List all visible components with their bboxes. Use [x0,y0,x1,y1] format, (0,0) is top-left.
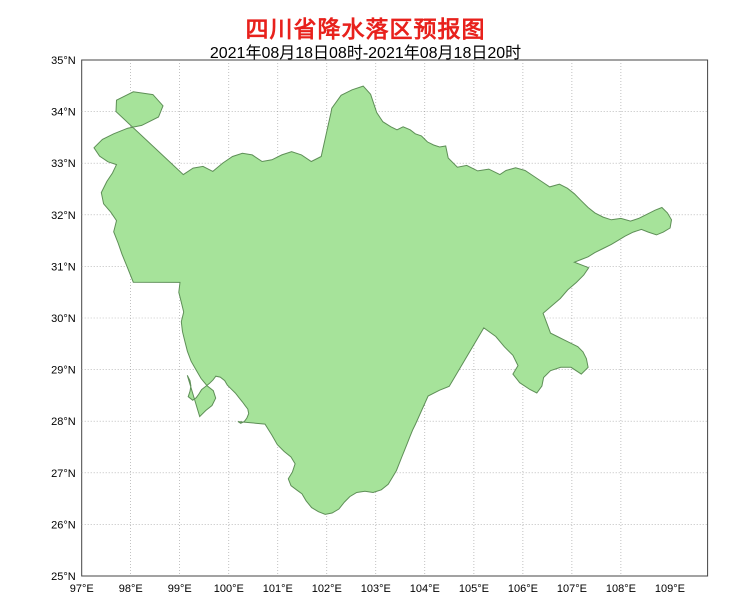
svg-text:109°E: 109°E [655,583,685,595]
svg-text:31°N: 31°N [51,261,76,273]
svg-text:105°E: 105°E [459,583,489,595]
svg-text:34°N: 34°N [51,107,76,119]
svg-text:27°N: 27°N [51,468,76,480]
svg-text:25°N: 25°N [51,571,76,583]
svg-text:97°E: 97°E [70,583,94,595]
svg-text:103°E: 103°E [361,583,391,595]
svg-text:101°E: 101°E [263,583,293,595]
svg-text:102°E: 102°E [312,583,342,595]
svg-text:108°E: 108°E [606,583,636,595]
svg-text:104°E: 104°E [410,583,440,595]
svg-text:100°E: 100°E [214,583,244,595]
svg-text:99°E: 99°E [168,583,192,595]
svg-text:29°N: 29°N [51,365,76,377]
svg-text:107°E: 107°E [557,583,587,595]
svg-text:33°N: 33°N [51,158,76,170]
svg-text:26°N: 26°N [51,519,76,531]
svg-text:28°N: 28°N [51,416,76,428]
svg-text:32°N: 32°N [51,210,76,222]
svg-text:30°N: 30°N [51,313,76,325]
svg-text:106°E: 106°E [508,583,538,595]
svg-text:98°E: 98°E [119,583,143,595]
